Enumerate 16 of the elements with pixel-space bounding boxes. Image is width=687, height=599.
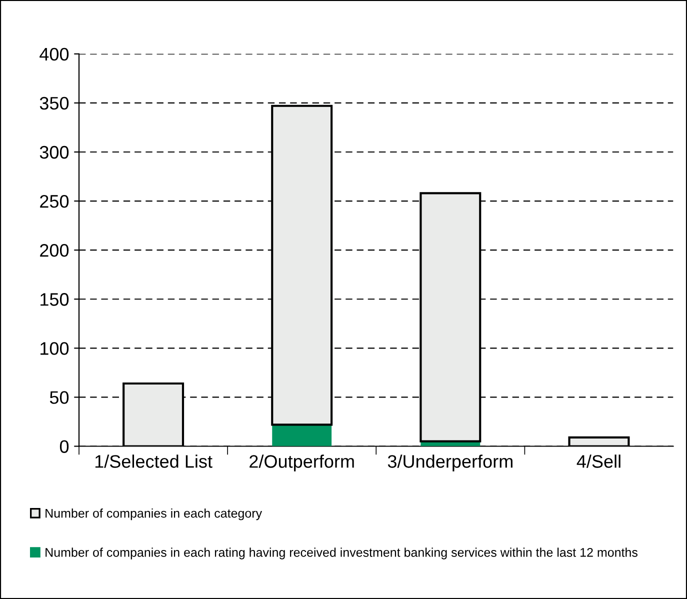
y-tick-label: 400 bbox=[40, 48, 69, 61]
x-tick-label: 3/Underperform bbox=[388, 454, 512, 472]
y-tick-label: 300 bbox=[40, 146, 69, 159]
y-tick-label: 0 bbox=[60, 440, 69, 453]
x-tick-label: 4/Sell bbox=[576, 454, 620, 468]
y-tick-label: 200 bbox=[40, 244, 69, 257]
y-tick-label: 150 bbox=[40, 293, 69, 306]
y-tick-label: 100 bbox=[40, 342, 69, 355]
x-tick-label: 1/Selected List bbox=[95, 454, 212, 468]
y-tick-label: 350 bbox=[40, 96, 69, 110]
legend-label: Number of companies in each rating having received investment banking services within the last 12 months bbox=[46, 548, 638, 560]
y-tick-label: 50 bbox=[50, 391, 69, 404]
legend-label: Number of companies in each category bbox=[46, 508, 262, 520]
x-tick-label: 2/Outperform bbox=[250, 454, 354, 472]
bar bbox=[272, 424, 332, 446]
y-tick-label: 250 bbox=[40, 194, 69, 208]
